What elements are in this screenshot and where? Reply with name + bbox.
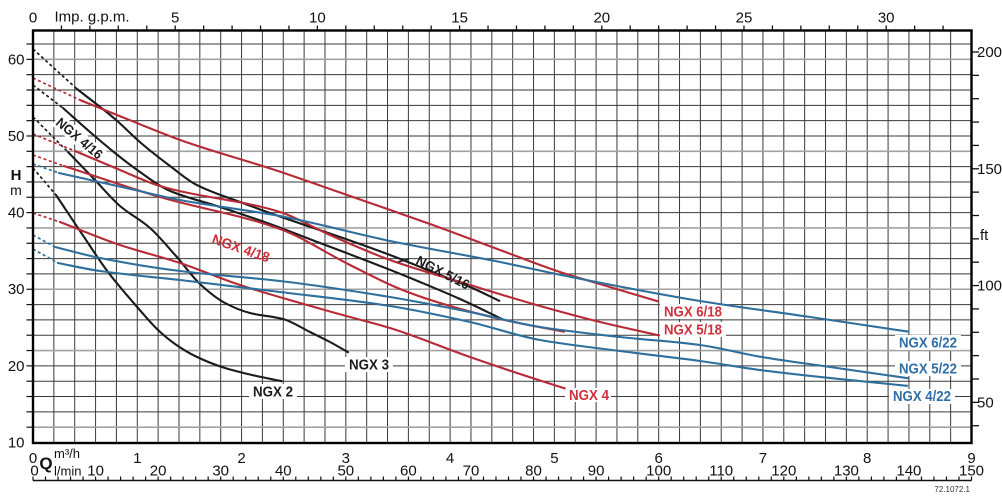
svg-text:200: 200 <box>977 44 1002 61</box>
svg-text:10: 10 <box>8 435 25 452</box>
svg-text:60: 60 <box>8 51 25 68</box>
svg-text:15: 15 <box>451 10 468 27</box>
svg-text:ft: ft <box>980 227 989 244</box>
svg-text:3: 3 <box>342 450 350 467</box>
svg-text:NGX 5/18: NGX 5/18 <box>664 323 722 339</box>
svg-text:2: 2 <box>237 450 245 467</box>
svg-text:NGX 4/22: NGX 4/22 <box>893 389 951 405</box>
svg-text:140: 140 <box>896 463 921 480</box>
svg-text:1: 1 <box>133 450 141 467</box>
svg-text:6: 6 <box>655 450 663 467</box>
svg-text:50: 50 <box>8 128 25 145</box>
svg-text:7: 7 <box>759 450 767 467</box>
svg-text:100: 100 <box>646 463 671 480</box>
svg-text:120: 120 <box>771 463 796 480</box>
svg-text:NGX 4: NGX 4 <box>569 388 609 404</box>
svg-text:100: 100 <box>977 278 1002 295</box>
svg-text:50: 50 <box>977 394 994 411</box>
svg-text:20: 20 <box>8 358 25 375</box>
svg-text:110: 110 <box>709 463 733 480</box>
svg-text:m: m <box>10 182 22 198</box>
svg-text:9: 9 <box>967 450 975 467</box>
svg-text:8: 8 <box>863 450 871 467</box>
svg-text:NGX 6/22: NGX 6/22 <box>899 336 957 352</box>
svg-text:m³/h: m³/h <box>54 446 80 461</box>
svg-text:5: 5 <box>171 10 179 27</box>
svg-text:130: 130 <box>834 463 859 480</box>
svg-text:NGX 5/22: NGX 5/22 <box>899 362 957 378</box>
svg-text:0: 0 <box>30 463 38 480</box>
svg-text:80: 80 <box>525 463 542 480</box>
svg-text:30: 30 <box>878 10 895 27</box>
svg-text:4: 4 <box>446 450 454 467</box>
svg-text:0: 0 <box>29 450 37 467</box>
svg-text:60: 60 <box>400 463 417 480</box>
svg-text:25: 25 <box>736 10 753 27</box>
svg-text:0: 0 <box>29 10 37 27</box>
svg-text:NGX 3: NGX 3 <box>349 358 389 374</box>
svg-text:NGX 6/18: NGX 6/18 <box>664 305 722 321</box>
svg-text:20: 20 <box>593 10 610 27</box>
svg-text:70: 70 <box>463 463 480 480</box>
svg-text:40: 40 <box>8 205 25 222</box>
svg-text:Q: Q <box>39 454 52 473</box>
svg-text:72.1072.1: 72.1072.1 <box>934 485 970 494</box>
svg-text:10: 10 <box>87 463 104 480</box>
svg-text:40: 40 <box>275 463 292 480</box>
svg-text:50: 50 <box>337 463 354 480</box>
svg-text:NGX 2: NGX 2 <box>253 385 293 401</box>
svg-text:90: 90 <box>588 463 605 480</box>
svg-text:20: 20 <box>150 463 167 480</box>
svg-text:H: H <box>11 167 22 184</box>
svg-text:l/min: l/min <box>54 464 81 479</box>
svg-text:150: 150 <box>977 161 1002 178</box>
svg-text:30: 30 <box>212 463 229 480</box>
svg-text:30: 30 <box>8 281 25 298</box>
svg-text:150: 150 <box>959 463 984 480</box>
svg-text:5: 5 <box>550 450 558 467</box>
svg-text:10: 10 <box>309 10 326 27</box>
svg-text:Imp. g.p.m.: Imp. g.p.m. <box>54 9 129 26</box>
